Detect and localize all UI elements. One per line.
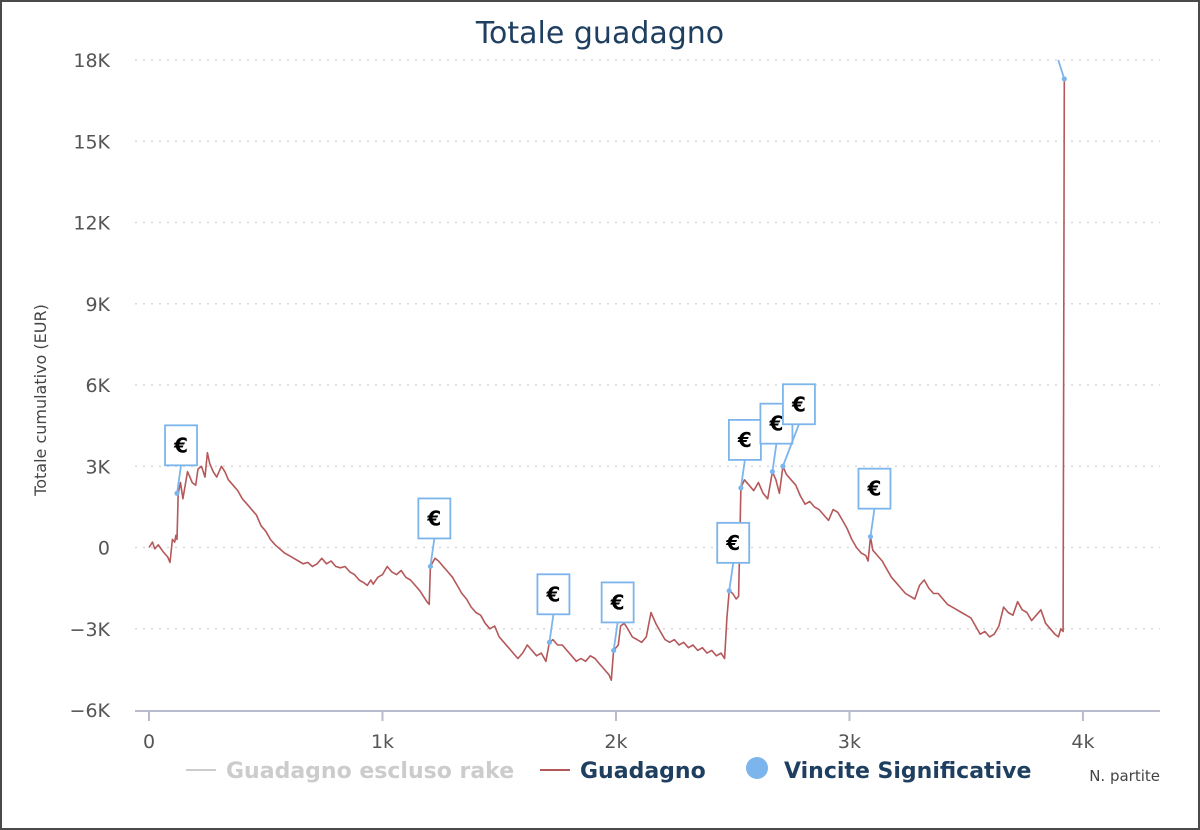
marker-point <box>769 469 776 475</box>
euro-icon: € <box>610 590 625 614</box>
y-axis-ticks: −6K −3K 0 3K 6K 9K 12K 15K 18K <box>70 50 111 722</box>
vincita-flag: € <box>780 383 816 469</box>
euro-icon: € <box>725 531 740 555</box>
x-tick-label: 0 <box>143 731 155 753</box>
x-tick-label: 2k <box>604 731 627 753</box>
flag-connector <box>728 562 735 591</box>
y-tick-label: 15K <box>73 131 110 153</box>
y-tick-label: 9K <box>85 294 110 316</box>
y-tick-label: 3K <box>85 456 110 478</box>
vincita-flag: € <box>536 573 571 645</box>
flag-connector <box>771 443 778 472</box>
flag-box <box>600 581 635 624</box>
series-line-guadagno <box>148 78 1066 681</box>
flag-box <box>164 424 198 467</box>
vincita-flag: € <box>417 497 452 570</box>
vincita-flag: € <box>857 467 892 540</box>
euro-icon: € <box>545 582 560 606</box>
legend: Guadagno escluso rake Guadagno Vincite S… <box>186 757 1031 784</box>
flag-connector <box>1057 59 1066 80</box>
legend-item-vincite-significative[interactable]: Vincite Significative <box>746 757 1031 784</box>
euro-icon: € <box>867 477 882 501</box>
flag-connector <box>612 622 619 651</box>
chart-title: Totale guadagno <box>475 16 724 51</box>
marker-point <box>780 463 786 469</box>
y-tick-label: −6K <box>70 700 111 722</box>
flag-box <box>417 497 452 540</box>
marker-point <box>611 647 617 654</box>
flag-connector <box>782 423 800 467</box>
euro-icon: € <box>791 392 806 416</box>
flag-box <box>716 521 751 564</box>
legend-label: Guadagno escluso rake <box>226 759 514 784</box>
x-tick-label: 4k <box>1071 731 1094 753</box>
flag-connector <box>548 614 555 643</box>
legend-label: Vincite Significative <box>784 759 1031 784</box>
x-tick-label: 3k <box>838 731 861 753</box>
marker-point <box>174 490 180 496</box>
vincita-flag: € <box>164 424 198 496</box>
x-axis-title: N. partite <box>1089 767 1160 785</box>
euro-icon: € <box>426 506 441 530</box>
marker-point <box>1061 76 1067 82</box>
marker-point <box>738 485 744 491</box>
marker-point <box>427 563 433 570</box>
marker-point <box>867 534 874 540</box>
y-tick-label: 0 <box>98 538 110 560</box>
y-axis-title: Totale cumulativo (EUR) <box>31 304 50 497</box>
y-tick-label: 12K <box>73 213 110 235</box>
flag-connector <box>176 465 182 494</box>
flag-connector <box>869 508 876 537</box>
flag-box <box>782 383 816 426</box>
y-tick-label: 18K <box>73 50 110 72</box>
vincita-flag: € <box>727 419 762 491</box>
x-tick-label: 1k <box>371 731 394 753</box>
y-tick-label: 6K <box>85 375 110 397</box>
x-axis: 0 1k 2k 3k 4k <box>135 710 1160 753</box>
flag-box <box>536 573 571 616</box>
legend-label: Guadagno <box>580 759 706 784</box>
euro-icon: € <box>768 412 783 436</box>
vincita-flag <box>1057 59 1067 82</box>
flag-connector <box>429 538 436 567</box>
legend-dot-icon <box>746 757 768 779</box>
flag-box <box>857 467 892 510</box>
marker-point <box>546 639 553 645</box>
series-guadagno <box>148 78 1066 681</box>
grid-lines <box>135 59 1160 630</box>
marker-point <box>726 588 732 594</box>
flag-connector <box>740 459 746 489</box>
euro-icon: € <box>737 428 752 452</box>
flag-box <box>727 419 762 461</box>
legend-item-guadagno-escluso-rake[interactable]: Guadagno escluso rake <box>186 759 514 784</box>
vincite-significative-markers: € € € € € € € € € <box>164 59 1067 654</box>
vincita-flag: € <box>716 521 751 594</box>
legend-item-guadagno[interactable]: Guadagno <box>540 759 706 784</box>
euro-icon: € <box>173 433 188 457</box>
y-tick-label: −3K <box>70 619 111 641</box>
vincita-flag: € <box>600 581 635 654</box>
